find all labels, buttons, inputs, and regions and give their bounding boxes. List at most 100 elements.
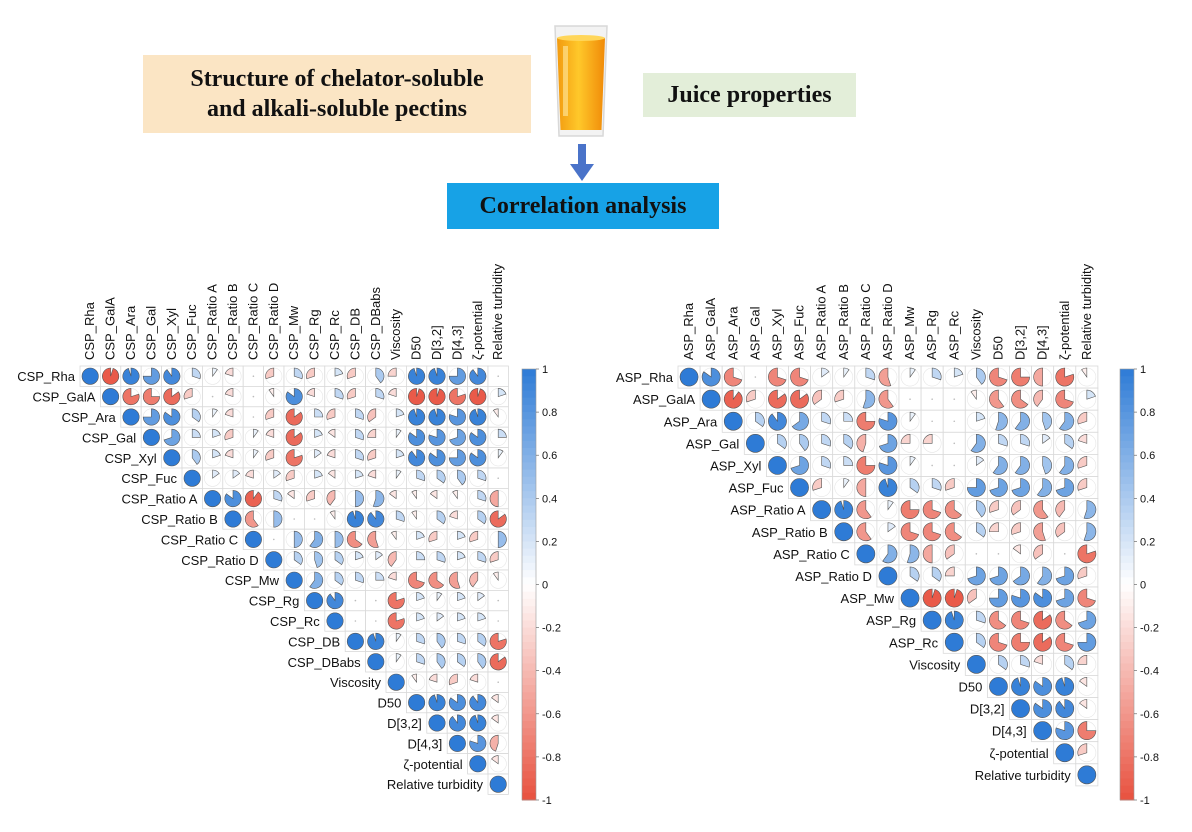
colorbar-segment: [522, 749, 536, 758]
column-label: CSP_DB: [347, 308, 362, 360]
correlation-pie: [314, 408, 324, 418]
correlation-pie: [469, 714, 487, 732]
correlation-pie: [102, 367, 120, 385]
correlation-pie: [1064, 654, 1075, 671]
correlation-pie: [224, 449, 234, 459]
column-label: ASP_Fuc: [792, 305, 807, 360]
correlation-pie: [395, 653, 402, 663]
colorbar-segment: [1120, 598, 1134, 607]
correlation-pie: [163, 449, 181, 467]
colorbar-segment: [1120, 404, 1134, 413]
correlation-pie: [768, 456, 787, 475]
column-label: CSP_Xyl: [164, 308, 179, 360]
correlation-pie: [887, 500, 894, 511]
colorbar-tick-label: 1: [542, 364, 548, 376]
correlation-pie: [477, 612, 486, 622]
correlation-pie: [856, 478, 867, 497]
correlation-pie: [253, 449, 259, 459]
correlation-pie: [491, 714, 499, 724]
correlation-pie: [253, 428, 259, 439]
correlation-pie: [477, 551, 487, 563]
correlation-pie: [754, 376, 757, 378]
correlation-pie: [1011, 478, 1030, 497]
correlation-pie: [1036, 478, 1052, 497]
colorbar-segment: [522, 577, 536, 585]
correlation-pie: [408, 388, 426, 406]
correlation-pie: [906, 544, 920, 564]
row-label: CSP_Rha: [17, 369, 76, 384]
correlation-pie: [285, 571, 303, 589]
column-label: CSP_GalA: [103, 297, 118, 360]
correlation-pie: [1079, 677, 1088, 688]
correlation-pie: [976, 500, 986, 518]
correlation-pie: [314, 551, 324, 568]
colorbar-segment: [1120, 397, 1134, 406]
colorbar-segment: [1120, 627, 1134, 636]
row-label: ASP_Rg: [866, 613, 916, 628]
correlation-pie: [212, 469, 220, 479]
correlation-pie: [273, 490, 283, 502]
row-label: Viscosity: [909, 657, 961, 672]
correlation-pie: [387, 612, 405, 630]
colorbar-tick-label: -0.4: [1140, 666, 1159, 678]
correlation-pie: [428, 449, 446, 467]
correlation-pie: [1011, 367, 1030, 387]
correlation-pie: [1033, 367, 1043, 387]
correlation-pie: [436, 653, 446, 669]
correlation-pie: [856, 433, 867, 453]
correlation-pie: [416, 551, 426, 561]
correlation-pie: [355, 428, 364, 441]
correlation-pie: [477, 632, 487, 647]
correlation-pie: [388, 388, 397, 398]
correlation-pie: [265, 367, 275, 380]
correlation-pie: [411, 490, 417, 500]
correlation-pie: [497, 681, 500, 683]
correlation-pie: [1033, 610, 1052, 630]
colorbar-segment: [1120, 792, 1134, 801]
correlation-pie: [408, 408, 426, 426]
colorbar-tick-label: -0.6: [542, 709, 561, 721]
correlation-pie: [411, 673, 417, 684]
correlation-pie: [244, 530, 262, 548]
row-label: CSP_DB: [288, 634, 340, 649]
correlation-pie: [843, 433, 854, 450]
colorbar-segment: [1120, 742, 1134, 751]
correlation-pie: [367, 408, 377, 423]
colorbar-segment: [522, 606, 536, 614]
column-label: ASP_Gal: [747, 306, 762, 360]
colorbar-segment: [1120, 426, 1134, 435]
correlation-pie: [944, 566, 955, 577]
correlation-pie: [812, 389, 822, 405]
correlation-pie: [843, 478, 850, 489]
row-label: CSP_Mw: [225, 573, 280, 588]
correlation-pie: [367, 428, 377, 438]
correlation-pie: [1014, 411, 1030, 431]
correlation-pie: [449, 510, 458, 520]
structure-box-line-1: Structure of chelator-soluble: [190, 66, 484, 92]
correlation-pie: [944, 632, 964, 652]
colorbar-segment: [522, 440, 536, 449]
correlation-pie: [285, 428, 303, 446]
correlation-pie: [1086, 389, 1096, 400]
column-label: CSP_DBabs: [368, 287, 383, 360]
column-label: CSP_Ara: [123, 305, 138, 360]
correlation-pie: [489, 653, 507, 671]
correlation-pie: [224, 367, 234, 377]
colorbar-segment: [1120, 677, 1134, 686]
correlation-pie: [375, 367, 385, 384]
row-label: ζ-potential: [403, 757, 462, 772]
colorbar-segment: [1120, 498, 1134, 506]
correlation-pie: [900, 522, 920, 542]
correlation-pie: [334, 551, 344, 566]
correlation-pie: [416, 592, 425, 602]
correlation-pie: [142, 408, 160, 426]
correlation-pie: [428, 571, 445, 589]
correlation-pie: [367, 510, 385, 528]
colorbar-segment: [522, 584, 536, 593]
structure-box-line-2: and alkali-soluble pectins: [206, 96, 468, 122]
colorbar-tick-label: 0.2: [1140, 536, 1155, 548]
correlation-pie: [1079, 699, 1088, 710]
correlation-pie: [878, 389, 894, 409]
colorbar-segment: [522, 692, 536, 700]
correlation-pie: [326, 612, 344, 630]
